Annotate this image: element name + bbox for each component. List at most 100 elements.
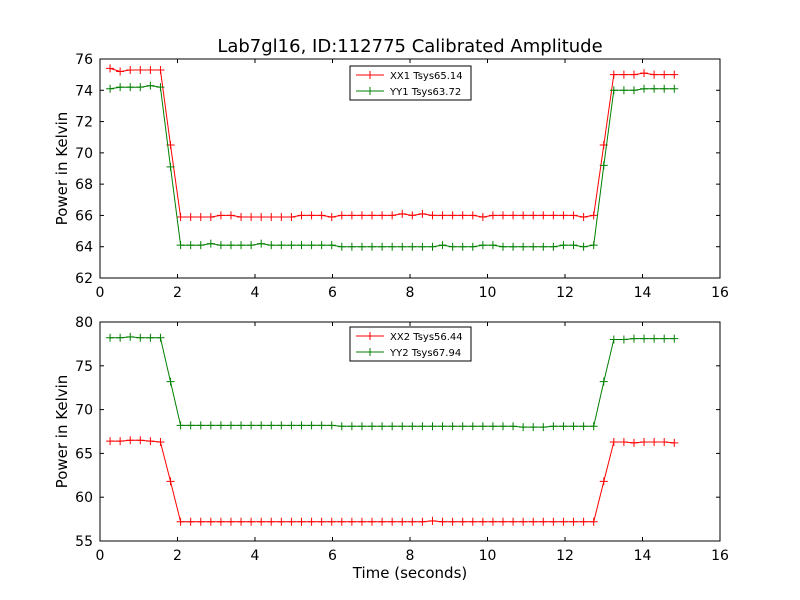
data-point <box>378 422 387 431</box>
data-point <box>287 212 296 221</box>
data-point <box>458 242 467 251</box>
data-point <box>116 83 125 92</box>
data-point <box>619 70 628 79</box>
data-point <box>579 517 588 526</box>
data-point <box>529 242 538 251</box>
data-point <box>629 334 638 343</box>
data-point <box>247 212 256 221</box>
data-point <box>388 517 397 526</box>
data-point <box>337 422 346 431</box>
data-point <box>499 211 507 220</box>
y-tick-label: 60 <box>75 490 93 506</box>
data-point <box>267 212 276 221</box>
data-point <box>589 211 598 220</box>
data-point <box>629 86 638 95</box>
data-point <box>317 517 326 526</box>
data-point <box>499 422 507 431</box>
data-point <box>257 517 266 526</box>
data-point <box>468 211 477 220</box>
data-point <box>106 437 115 446</box>
data-point <box>398 517 407 526</box>
data-point <box>317 211 326 220</box>
data-point <box>589 241 598 250</box>
data-point <box>126 436 135 445</box>
data-point <box>488 517 497 526</box>
data-point <box>438 241 447 250</box>
data-point <box>388 422 397 431</box>
data-point <box>196 421 205 430</box>
data-point <box>287 517 296 526</box>
data-point <box>237 241 246 250</box>
data-point <box>539 211 548 220</box>
y-tick-label: 72 <box>75 115 93 131</box>
data-point <box>277 212 286 221</box>
data-point <box>428 516 437 525</box>
data-point <box>106 64 115 73</box>
data-point <box>116 437 125 446</box>
data-point <box>378 242 387 251</box>
data-point <box>186 421 195 430</box>
x-tick-label: 10 <box>479 285 497 301</box>
data-point <box>539 517 548 526</box>
data-point <box>519 242 528 251</box>
data-point <box>398 209 407 218</box>
data-point <box>519 517 528 526</box>
data-point <box>609 86 618 95</box>
data-point <box>186 212 195 221</box>
data-point <box>448 517 457 526</box>
data-point <box>206 212 215 221</box>
data-point <box>226 421 235 430</box>
data-point <box>478 422 487 431</box>
data-point <box>650 84 659 93</box>
data-point <box>458 517 467 526</box>
data-point <box>166 477 175 486</box>
data-point <box>619 438 628 447</box>
data-point <box>408 242 417 251</box>
data-point <box>237 212 246 221</box>
data-point <box>277 517 286 526</box>
data-point <box>368 242 377 251</box>
data-point <box>428 242 437 251</box>
legend-item: YY1 Tsys63.72 <box>356 87 461 98</box>
data-point <box>176 212 185 221</box>
legend-label: YY1 Tsys63.72 <box>389 87 461 98</box>
data-point <box>307 241 316 250</box>
data-point <box>509 211 518 220</box>
x-tick-label: 12 <box>556 548 574 564</box>
data-point <box>226 517 235 526</box>
data-point <box>650 438 659 447</box>
data-point <box>418 517 427 526</box>
data-point <box>640 334 649 343</box>
x-tick-label: 16 <box>711 548 729 564</box>
data-point <box>368 422 377 431</box>
data-point <box>640 438 649 447</box>
data-point <box>398 422 407 431</box>
data-point <box>357 242 366 251</box>
data-point <box>347 517 356 526</box>
x-tick-label: 2 <box>173 548 182 564</box>
data-point <box>146 437 155 446</box>
y-tick-label: 62 <box>75 271 93 287</box>
data-point <box>297 211 306 220</box>
data-point <box>247 421 256 430</box>
data-point <box>388 211 397 220</box>
data-point <box>509 517 518 526</box>
data-point <box>569 517 578 526</box>
data-point <box>438 211 447 220</box>
data-point <box>509 422 518 431</box>
data-point <box>549 517 558 526</box>
y-tick-label: 70 <box>75 146 93 162</box>
y-tick-label: 76 <box>75 52 93 68</box>
data-point <box>156 333 165 342</box>
data-point <box>599 377 608 386</box>
data-point <box>539 242 548 251</box>
data-point <box>650 334 659 343</box>
y-tick-label: 80 <box>75 315 93 331</box>
data-point <box>237 421 246 430</box>
data-point <box>599 477 608 486</box>
data-point <box>579 212 588 221</box>
data-point <box>619 335 628 344</box>
data-point <box>488 241 497 250</box>
data-point <box>438 422 447 431</box>
